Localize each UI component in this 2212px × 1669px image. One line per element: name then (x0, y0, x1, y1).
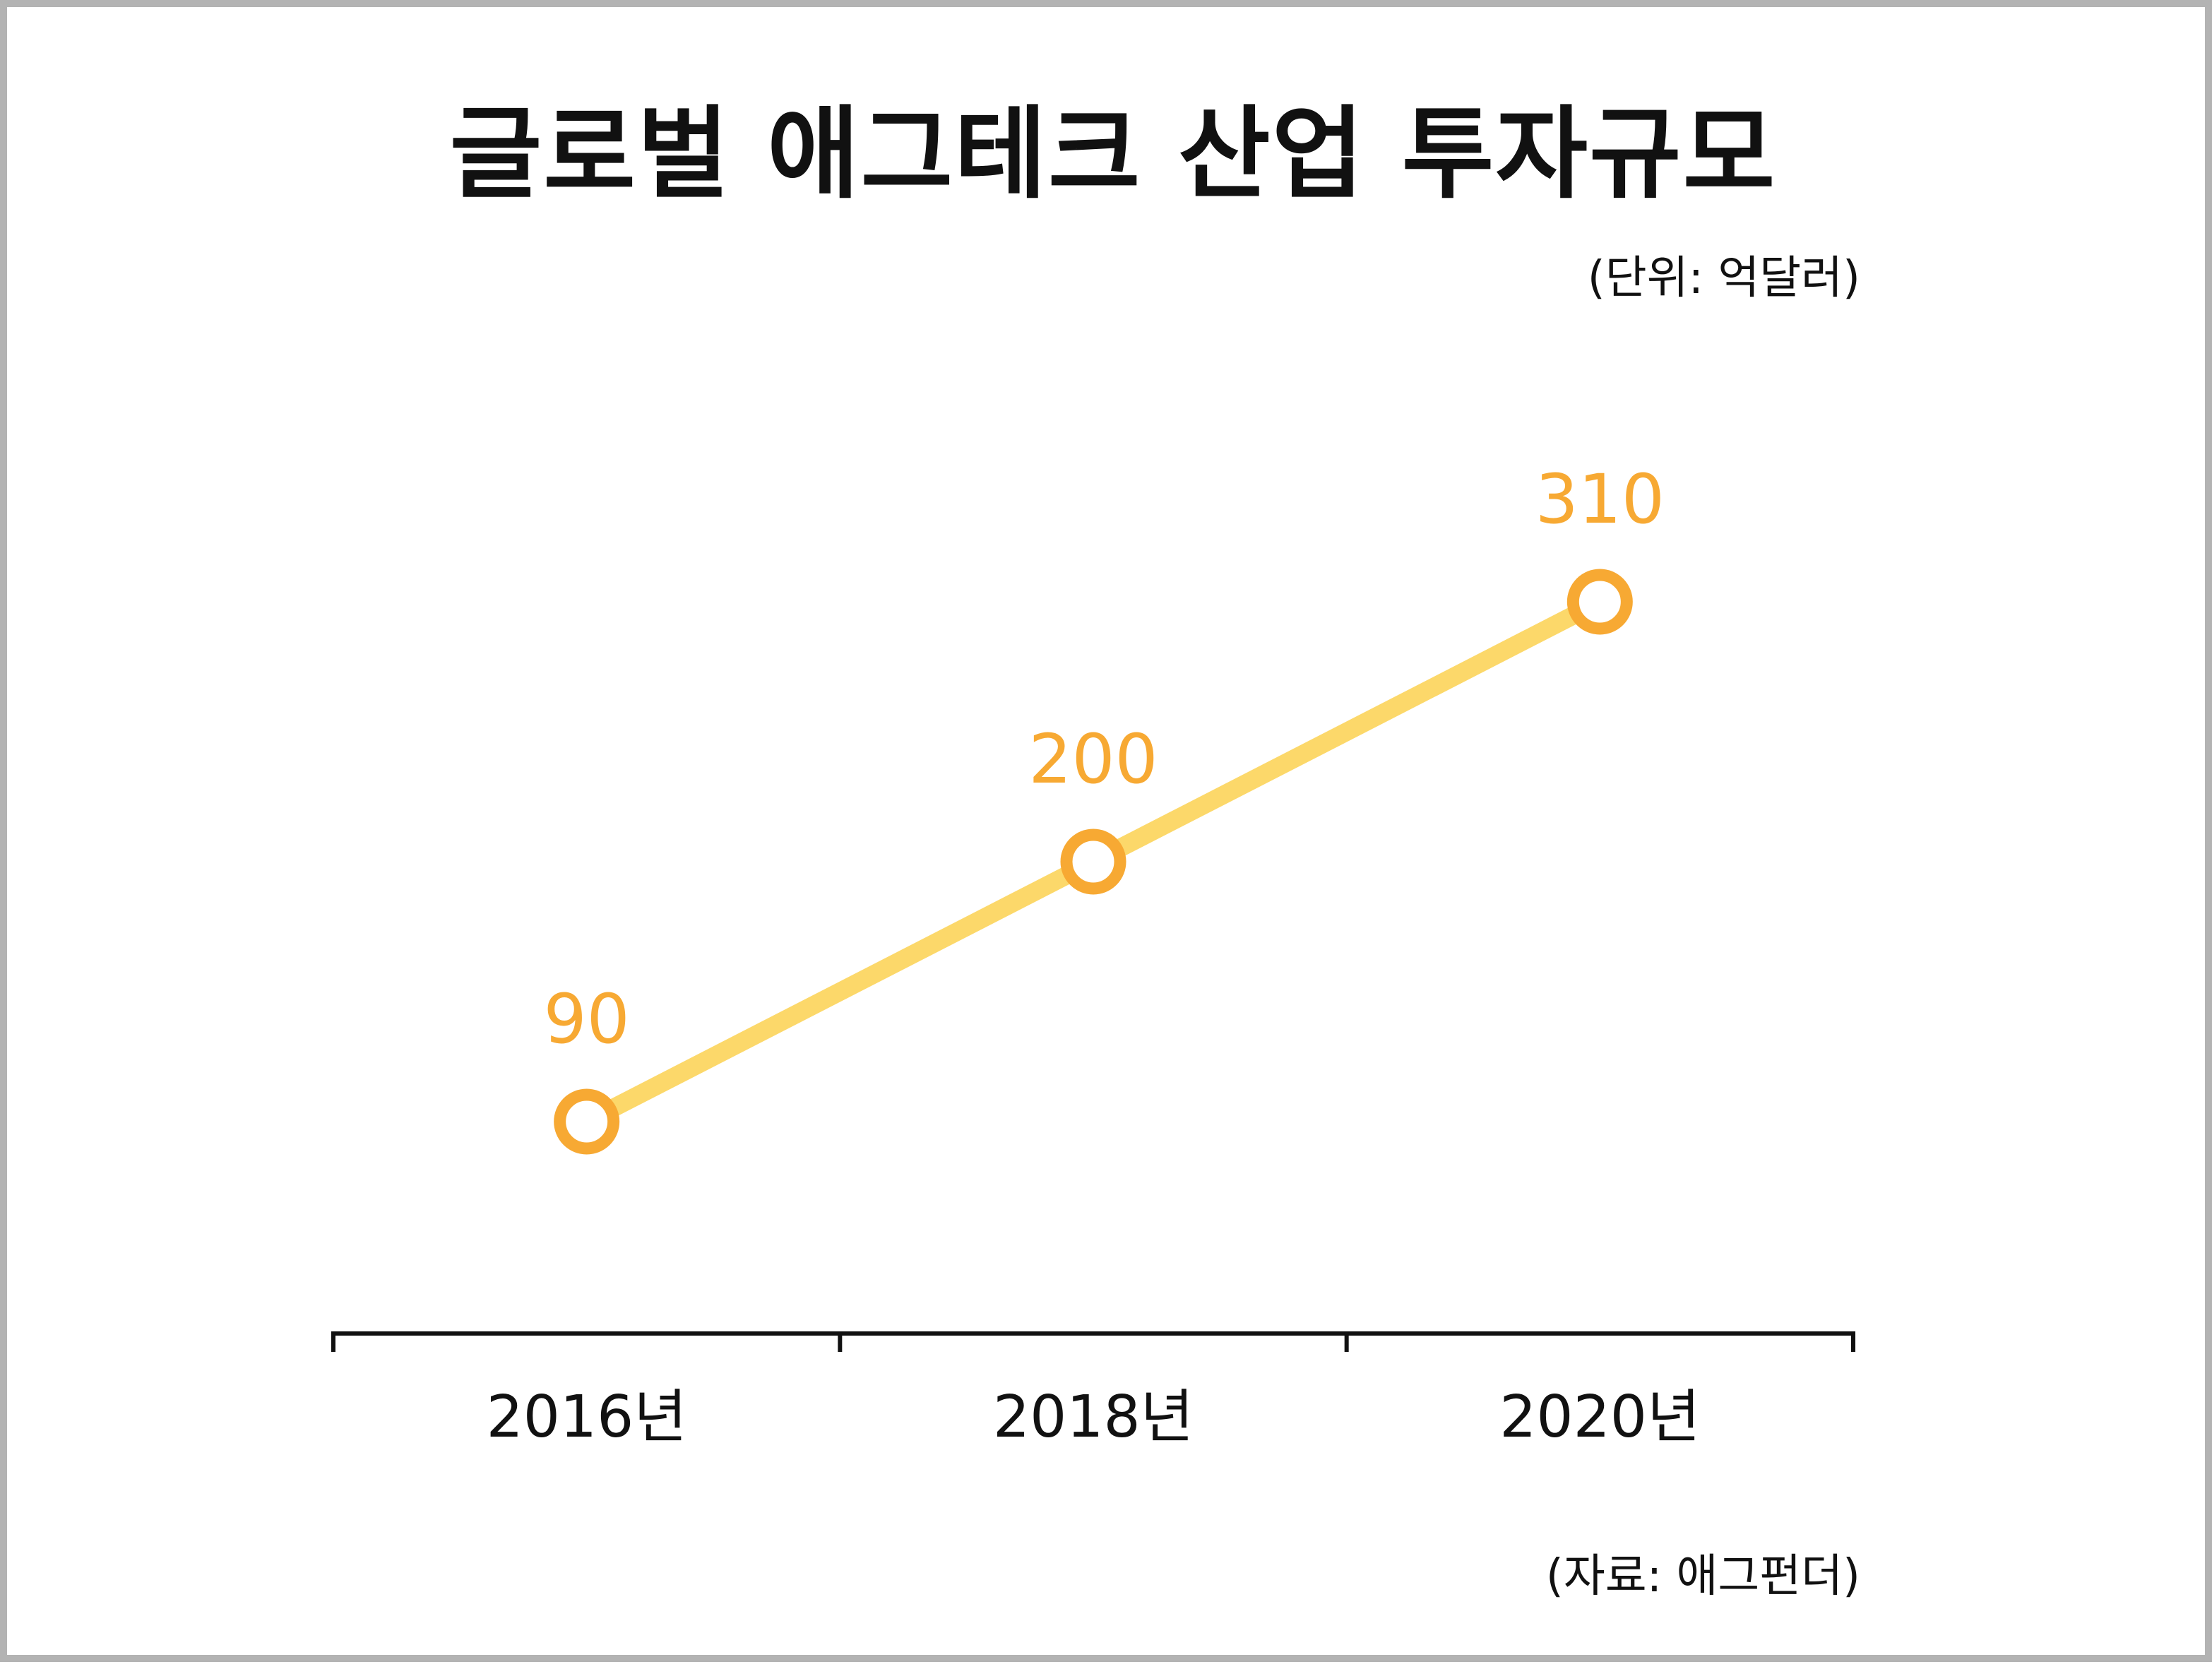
marker-group (554, 569, 1633, 1155)
tick-label-group: 2016년 2018년 2020년 (487, 1384, 1701, 1451)
source-label: (자료: 애그펀더) (1545, 1550, 1860, 1603)
data-point-marker (1566, 569, 1633, 635)
chart-title: 글로벌 애그테크 산업 투자규모 (449, 96, 1777, 213)
x-tick-label: 2020년 (1499, 1384, 1700, 1451)
x-tick-label: 2016년 (487, 1384, 687, 1451)
data-label: 200 (1028, 720, 1158, 799)
x-tick-label: 2018년 (993, 1384, 1194, 1451)
data-label: 90 (544, 980, 630, 1059)
line-chart: 90 200 310 2016년 2018년 2020년 (331, 460, 1855, 1451)
data-label-group: 90 200 310 (544, 460, 1665, 1059)
data-point-marker (1060, 828, 1126, 895)
data-label: 310 (1535, 460, 1665, 539)
x-axis (331, 1331, 1855, 1352)
data-point-marker (554, 1088, 620, 1155)
unit-label: (단위: 억달러) (1587, 252, 1860, 304)
